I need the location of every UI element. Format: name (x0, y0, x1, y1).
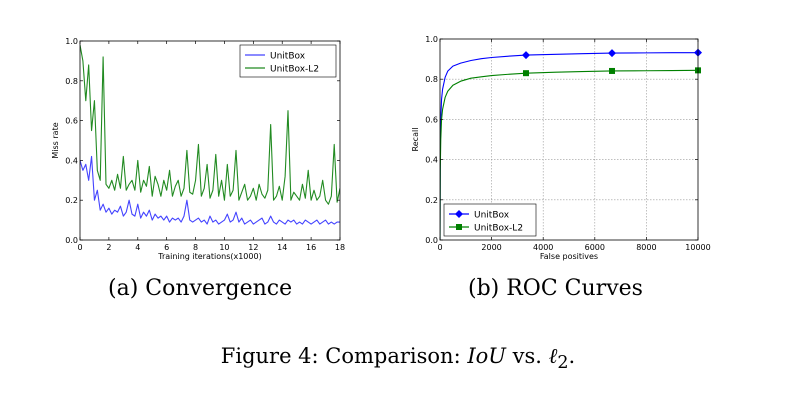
chart0-legend-label-0: UnitBox (270, 52, 306, 62)
chart1-x-tick-label: 2000 (481, 243, 501, 252)
chart1-x-axis-label: False positives (540, 252, 598, 261)
chart1-series-1-marker (609, 67, 616, 74)
figure-caption-prefix: Figure 4: Comparison: (220, 344, 468, 368)
chart1-x-tick-label: 8000 (636, 243, 656, 252)
figure-caption-sub: 2 (557, 353, 569, 374)
chart1-series-0-line (440, 52, 698, 240)
chart0-legend-label-1: UnitBox-L2 (270, 65, 319, 75)
chart1-x-tick-label: 0 (437, 243, 442, 252)
chart0-x-tick-label: 14 (277, 243, 287, 252)
chart1-legend-label-0: UnitBox (474, 211, 510, 221)
roc-chart-svg: 0 2000 4000 6000 8000 10000 0.0 0.2 0.4 0.6 0.8 1.0… (411, 35, 711, 261)
chart0-y-tick-label: 0.8 (65, 77, 78, 86)
chart1-legend-marker-0 (455, 210, 463, 218)
chart1-x-tick-label: 4000 (533, 243, 553, 252)
chart1-x-tick-label: 10000 (685, 243, 710, 252)
figure-caption-ell: ℓ (548, 344, 558, 368)
chart1-plot-frame (439, 38, 699, 241)
chart1-y-tick-label: 0.8 (425, 75, 438, 84)
chart1-legend-marker-1 (456, 224, 462, 230)
chart0-x-tick-label: 6 (164, 243, 169, 252)
chart1-series-0-marker (608, 49, 617, 58)
chart0-y-tick-label: 0.0 (65, 236, 78, 245)
chart0-x-tick-label: 18 (335, 243, 345, 252)
chart1-series-1-line (440, 69, 698, 240)
chart0-series-0-line (80, 155, 340, 225)
chart0-y-axis-label: Miss rate (51, 122, 60, 158)
chart1-y-tick-label: 0.0 (425, 236, 438, 245)
figure-caption-middle: vs. (505, 344, 549, 368)
chart0-plot-frame (79, 40, 341, 241)
chart0-x-tick-label: 12 (248, 243, 258, 252)
chart0-x-tick-label: 8 (193, 243, 198, 252)
chart0-x-axis-label: Training iterations(x1000) (157, 252, 261, 261)
chart1-series-1-marker (522, 70, 529, 77)
chart0-x-tick-label: 16 (306, 243, 316, 252)
chart0-x-tick-label: 0 (77, 243, 82, 252)
chart0-series-1-line (80, 44, 340, 205)
roc-subcaption: (b) ROC Curves (468, 276, 643, 301)
figure-caption: Figure 4: Comparison: IoU vs. ℓ2. (0, 344, 796, 373)
chart0-x-tick-label: 4 (135, 243, 140, 252)
chart1-x-tick-label: 6000 (585, 243, 605, 252)
chart1-series-0-marker (521, 51, 530, 60)
chart0-y-tick-label: 0.2 (65, 196, 78, 205)
chart1-y-axis-label: Recall (411, 128, 420, 152)
chart0-legend-box (239, 44, 337, 78)
chart1-legend-label-1: UnitBox-L2 (474, 224, 523, 234)
chart1-y-tick-label: 1.0 (425, 35, 438, 44)
convergence-chart: 0 2 4 6 8 10 12 14 16 18 0.0 0.2 0.4 0.6 0.8 1.0 Trainin… (40, 30, 360, 270)
figure-caption-suffix: . (568, 344, 576, 368)
convergence-chart-svg: 0 2 4 6 8 10 12 14 16 18 0.0 0.2 0.4 0.6 0.8 1.0 Trainin… (51, 37, 345, 261)
chart0-x-tick-label: 10 (219, 243, 229, 252)
chart0-y-tick-label: 1.0 (65, 37, 78, 46)
figure-caption-iou: IoU (467, 344, 506, 368)
chart1-y-tick-label: 0.4 (425, 156, 438, 165)
convergence-subcaption: (a) Convergence (108, 276, 293, 301)
chart1-legend-box (443, 203, 537, 237)
chart0-x-tick-label: 2 (106, 243, 111, 252)
chart0-y-tick-label: 0.4 (65, 156, 78, 165)
roc-chart: 0 2000 4000 6000 8000 10000 0.0 0.2 0.4 0.6 0.8 1.0… (408, 30, 718, 270)
chart1-y-tick-label: 0.2 (425, 196, 438, 205)
chart1-y-tick-label: 0.6 (425, 115, 438, 124)
chart0-y-tick-label: 0.6 (65, 117, 78, 126)
